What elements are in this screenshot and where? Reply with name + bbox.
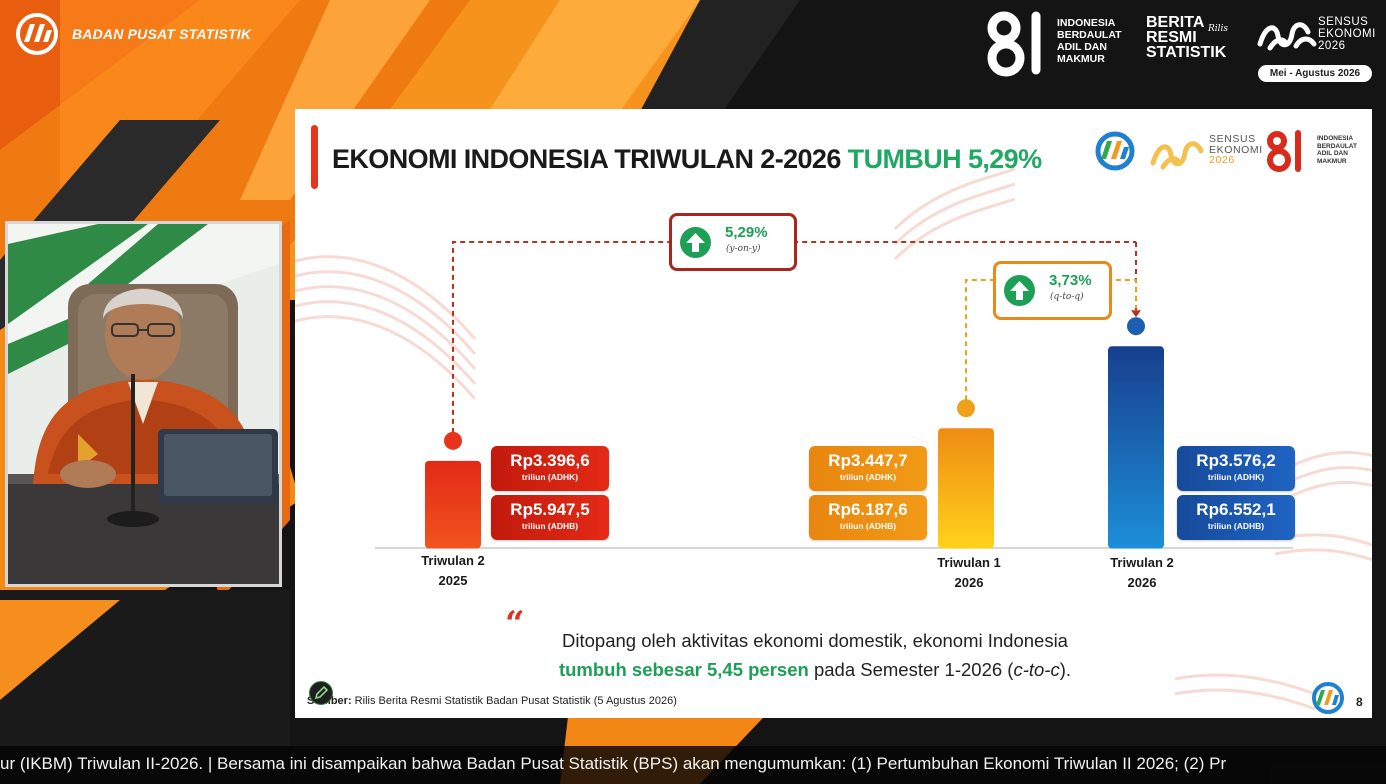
news-ticker: ur (IKBM) Triwulan II-2026. | Bersama in… xyxy=(0,746,1386,784)
slide-hut-line: BERDAULAT xyxy=(1317,142,1357,150)
org-name: BADAN PUSAT STATISTIK xyxy=(72,26,252,42)
value-box-adhb-t1-2026: Rp6.187,6 triliun (ADHB) xyxy=(809,495,927,540)
hut-line: BERDAULAT xyxy=(1057,29,1122,41)
bps-logo-color-icon xyxy=(1095,131,1135,171)
value-box-adhk-t2-2026: Rp3.576,2 triliun (ADHK) xyxy=(1177,446,1295,491)
hut-81-color-icon xyxy=(1267,130,1301,172)
slide-hut-line: INDONESIA xyxy=(1317,135,1354,142)
value-box-adhb-t2-2025: Rp5.947,5 triliun (ADHB) xyxy=(491,495,609,540)
quote-end: ). xyxy=(1059,659,1072,680)
slide-se-line: 2026 xyxy=(1209,154,1235,166)
slide-se-line: SENSUS xyxy=(1209,133,1256,145)
quote-line-2: tumbuh sebesar 5,45 persen pada Semester… xyxy=(495,655,1135,684)
period-line: Triwulan 1 xyxy=(937,555,1001,570)
period-line: Triwulan 2 xyxy=(1110,555,1174,570)
growth-callout-yoy: 5,29% (y-on-y) xyxy=(669,213,797,271)
quote-highlight: tumbuh sebesar 5,45 persen xyxy=(558,659,809,680)
growth-yoy-value: 5,29% xyxy=(725,224,768,241)
brs-logo-text: BERITA RESMI STATISTIK xyxy=(1146,14,1236,61)
bar-t1-2026-marker xyxy=(957,399,975,418)
speaker-image xyxy=(8,224,279,584)
bar-t2-2025-marker xyxy=(444,431,462,450)
value-box-adhk-t1-2026: Rp3.447,7 triliun (ADHK) xyxy=(809,446,927,491)
slide-title-main: EKONOMI INDONESIA TRIWULAN 2-2026 xyxy=(332,144,841,174)
gdp-bar-chart xyxy=(375,241,1293,549)
sensus-period-badge: Mei - Agustus 2026 xyxy=(1258,65,1372,82)
value-label: Rp3.576,2 xyxy=(1196,451,1276,470)
connector-yoy xyxy=(452,241,1137,433)
slide-se-line: EKONOMI xyxy=(1209,143,1263,156)
value-box-adhk-t2-2025: Rp3.396,6 triliun (ADHK) xyxy=(491,446,609,491)
se-line: 2026 xyxy=(1318,40,1346,52)
summary-quote: Ditopang oleh aktivitas ekonomi domestik… xyxy=(495,626,1135,684)
bar-t2-2026 xyxy=(1108,346,1164,549)
hut-81-logo-icon xyxy=(987,11,1041,77)
hut-line: INDONESIA xyxy=(1057,17,1116,29)
source-text: Rilis Berita Resmi Statistik Badan Pusat… xyxy=(351,695,677,707)
hut-tagline: INDONESIA BERDAULAT ADIL DAN MAKMUR xyxy=(1057,17,1127,65)
page-number: 8 xyxy=(1356,695,1363,709)
sensus-ekonomi-logo-icon xyxy=(1257,22,1317,51)
se-line: SENSUS xyxy=(1318,16,1369,28)
slide-hut-line: ADIL DAN xyxy=(1317,150,1348,157)
value-unit: triliun (ADHK) xyxy=(521,472,579,482)
value-label: Rp3.396,6 xyxy=(510,451,590,470)
pen-tool-button[interactable] xyxy=(309,681,333,705)
arrow-up-icon xyxy=(1004,275,1035,306)
slide-hut-line: MAKMUR xyxy=(1317,157,1347,165)
value-label: Rp3.447,7 xyxy=(828,451,908,470)
arrow-up-icon xyxy=(680,227,711,258)
value-box-adhb-t2-2026: Rp6.552,1 triliun (ADHB) xyxy=(1177,495,1295,540)
value-unit: triliun (ADHB) xyxy=(839,521,897,531)
period-line: Triwulan 2 xyxy=(421,553,485,568)
brs-line: RESMI xyxy=(1146,29,1197,46)
growth-qtq-label: (q-to-q) xyxy=(1050,292,1084,302)
bps-logo-icon xyxy=(16,13,58,55)
connector-yoy-arrow xyxy=(1131,310,1141,318)
quote-line-1: Ditopang oleh aktivitas ekonomi domestik… xyxy=(562,630,1068,651)
growth-qtq-value: 3,73% xyxy=(1049,272,1092,289)
period-label-t1-2026: Triwulan 1 2026 xyxy=(919,553,1019,593)
brs-line: STATISTIK xyxy=(1146,44,1227,61)
slide-title: EKONOMI INDONESIA TRIWULAN 2-2026 TUMBUH… xyxy=(332,144,1042,175)
pen-icon xyxy=(314,685,329,700)
ticker-text: ur (IKBM) Triwulan II-2026. | Bersama in… xyxy=(0,754,1227,773)
quote-rest: pada Semester 1-2026 ( xyxy=(808,659,1014,680)
sensus-ekonomi-text: SENSUS EKONOMI 2026 xyxy=(1318,16,1376,52)
value-unit: triliun (ADHB) xyxy=(521,521,579,531)
quote-italic: c-to-c xyxy=(1013,659,1060,680)
source-note: Sumber: Rilis Berita Resmi Statistik Bad… xyxy=(307,695,677,707)
hut-line: MAKMUR xyxy=(1057,53,1105,65)
value-label: Rp6.552,1 xyxy=(1196,500,1276,519)
bar-t1-2026 xyxy=(938,428,994,549)
brs-line: BERITA xyxy=(1146,14,1205,31)
slide-sensus-text: SENSUS EKONOMI 2026 xyxy=(1209,134,1263,166)
value-unit: triliun (ADHK) xyxy=(1207,472,1265,482)
quote-mark-icon: “ xyxy=(505,604,525,644)
sensus-ekonomi-color-icon xyxy=(1150,141,1204,170)
value-unit: triliun (ADHK) xyxy=(839,472,897,482)
period-line: 2025 xyxy=(438,573,468,588)
hut-line: ADIL DAN xyxy=(1057,41,1107,53)
speaker-video xyxy=(5,221,282,587)
slide-title-highlight: TUMBUH 5,29% xyxy=(847,144,1042,174)
brs-rilis-script: Rilis xyxy=(1208,24,1229,34)
period-line: 2026 xyxy=(954,575,984,590)
value-label: Rp6.187,6 xyxy=(828,500,908,519)
period-line: 2026 xyxy=(1127,575,1157,590)
growth-yoy-label: (y-on-y) xyxy=(726,244,761,254)
se-line: EKONOMI xyxy=(1318,28,1376,40)
slide-logos xyxy=(1095,130,1301,172)
value-unit: triliun (ADHB) xyxy=(1207,521,1265,531)
bar-t2-2025 xyxy=(425,460,481,549)
growth-callout-qtq: 3,73% (q-to-q) xyxy=(993,261,1112,320)
period-label-t2-2025: Triwulan 2 2025 xyxy=(403,551,503,591)
slide-hut-text: INDONESIA BERDAULAT ADIL DAN MAKMUR xyxy=(1317,135,1357,165)
value-label: Rp5.947,5 xyxy=(510,500,590,519)
bar-t2-2026-marker xyxy=(1127,317,1145,336)
title-accent-bar xyxy=(311,125,318,189)
bps-logo-small-icon xyxy=(1312,682,1344,714)
presentation-slide: EKONOMI INDONESIA TRIWULAN 2-2026 TUMBUH… xyxy=(295,109,1372,718)
period-label-t2-2026: Triwulan 2 2026 xyxy=(1092,553,1192,593)
